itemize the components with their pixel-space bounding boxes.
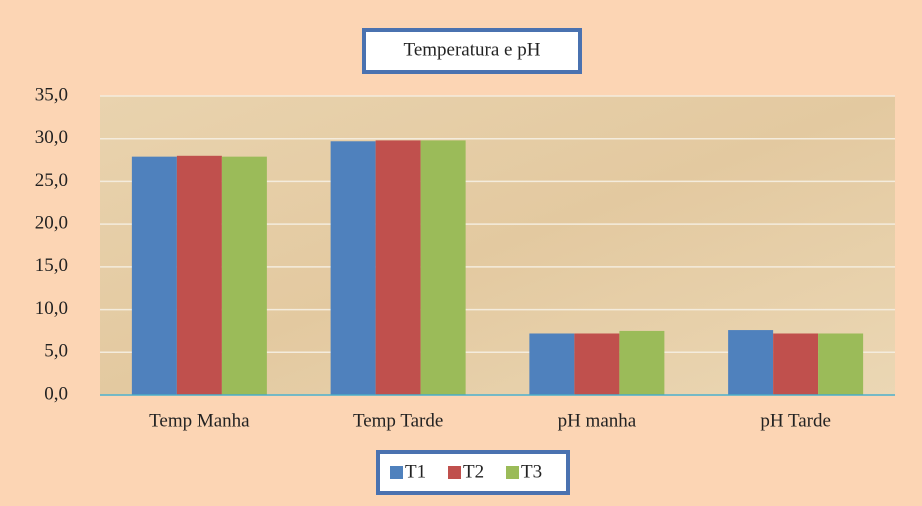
bar [773, 333, 818, 395]
y-tick-label: 5,0 [44, 341, 68, 362]
bar [222, 157, 267, 395]
bar [331, 141, 376, 395]
x-tick-label: Temp Tarde [353, 410, 443, 431]
bar [728, 330, 773, 395]
bar [421, 140, 466, 395]
y-tick-label: 35,0 [35, 84, 68, 105]
x-tick-label: pH Tarde [760, 410, 831, 431]
legend-swatch [390, 466, 403, 479]
x-tick-label: Temp Manha [149, 410, 250, 431]
y-tick-label: 10,0 [35, 298, 68, 319]
bar [376, 140, 421, 395]
y-tick-label: 25,0 [35, 170, 68, 191]
y-tick-label: 0,0 [44, 383, 68, 404]
bar [177, 156, 222, 395]
legend-swatch [448, 466, 461, 479]
x-tick-label: pH manha [558, 410, 637, 431]
chart: Temperatura e pH 0,0 5,0 10,0 15,0 20,0 25,0 3… [0, 0, 922, 506]
bar [574, 333, 619, 395]
legend-swatch [506, 466, 519, 479]
legend-label: T3 [521, 461, 542, 482]
y-tick-label: 30,0 [35, 127, 68, 148]
legend-label: T2 [463, 461, 484, 482]
legend-label: T1 [405, 461, 426, 482]
bar [529, 333, 574, 395]
chart-title: Temperatura e pH [404, 39, 541, 60]
y-tick-label: 20,0 [35, 213, 68, 234]
bar [619, 331, 664, 395]
bar [818, 333, 863, 395]
y-tick-label: 15,0 [35, 255, 68, 276]
bar [132, 157, 177, 395]
